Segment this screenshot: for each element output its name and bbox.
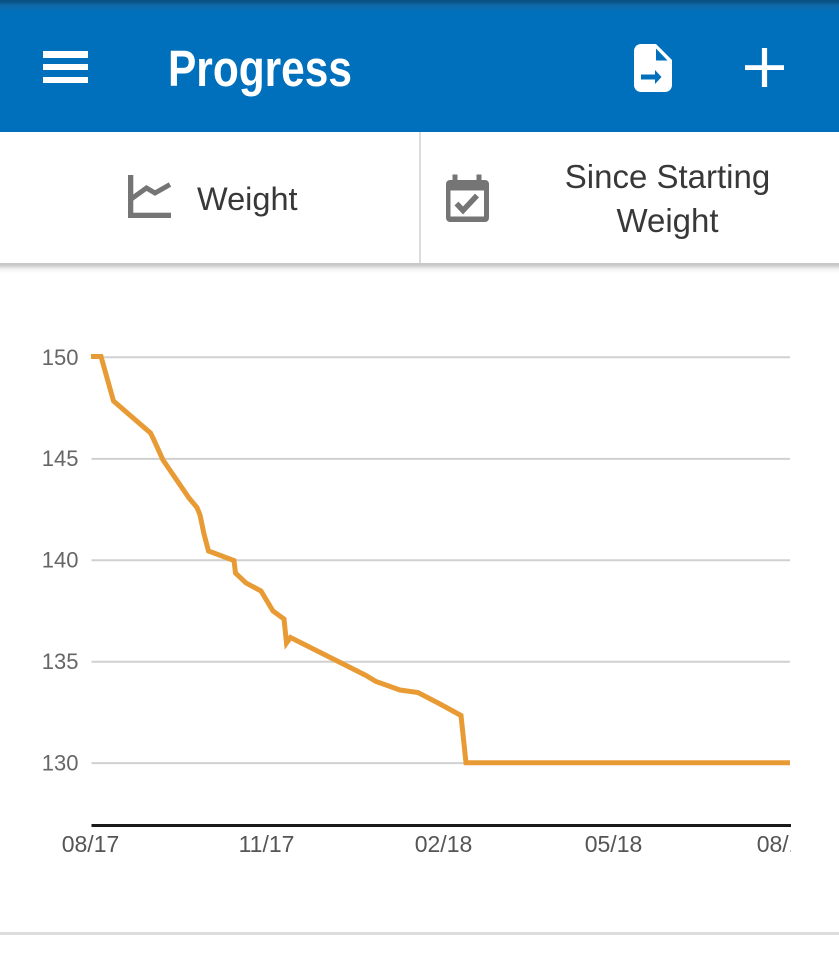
svg-text:145: 145 [42, 446, 79, 471]
svg-text:130: 130 [42, 750, 79, 775]
svg-text:150: 150 [42, 345, 79, 370]
svg-text:140: 140 [42, 548, 79, 573]
svg-text:135: 135 [42, 649, 79, 674]
svg-text:02/18: 02/18 [415, 831, 473, 857]
svg-text:08/17: 08/17 [62, 831, 120, 857]
svg-text:05/18: 05/18 [585, 831, 643, 857]
svg-text:11/17: 11/17 [239, 831, 295, 857]
